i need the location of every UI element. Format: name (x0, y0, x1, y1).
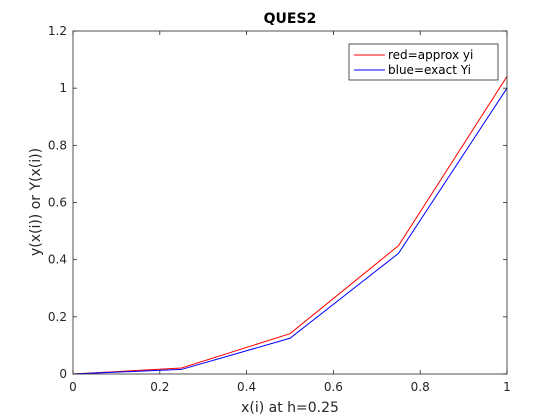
y-axis-label: y(x(i)) or Y(x(i)) (28, 148, 44, 256)
x-tick-label: 0.8 (411, 380, 430, 394)
x-tick-label: 1 (503, 380, 511, 394)
series-line-exact (72, 87, 508, 375)
y-tick-label: 0.8 (48, 138, 67, 152)
y-tick-label: 0.2 (48, 310, 67, 324)
plot-area (73, 31, 507, 374)
y-tick-label: 0.4 (48, 253, 67, 267)
y-tick-label: 1.2 (48, 24, 67, 38)
x-tick-label: 0 (69, 380, 77, 394)
x-tick-label: 0.6 (324, 380, 343, 394)
legend-label-exact: blue=exact Yi (388, 63, 471, 77)
chart-title: QUES2 (264, 11, 317, 27)
y-tick-label: 0.6 (48, 196, 67, 210)
x-tick-label: 0.2 (150, 380, 169, 394)
x-axis-label: x(i) at h=0.25 (241, 400, 339, 416)
ticks-layer: 0 0.2 0.4 0.6 0.8 1 0 0.2 0.4 0.6 0.8 1 1.2 (48, 24, 511, 394)
legend: red=approx yi blue=exact Yi (348, 43, 499, 81)
y-tick-label: 1 (59, 81, 67, 95)
x-tick-label: 0.4 (237, 380, 256, 394)
legend-box (348, 43, 499, 81)
series-line-approx (72, 76, 508, 375)
y-tick-label: 0 (59, 367, 67, 381)
series-layer (72, 76, 508, 375)
legend-label-approx: red=approx yi (388, 48, 473, 62)
